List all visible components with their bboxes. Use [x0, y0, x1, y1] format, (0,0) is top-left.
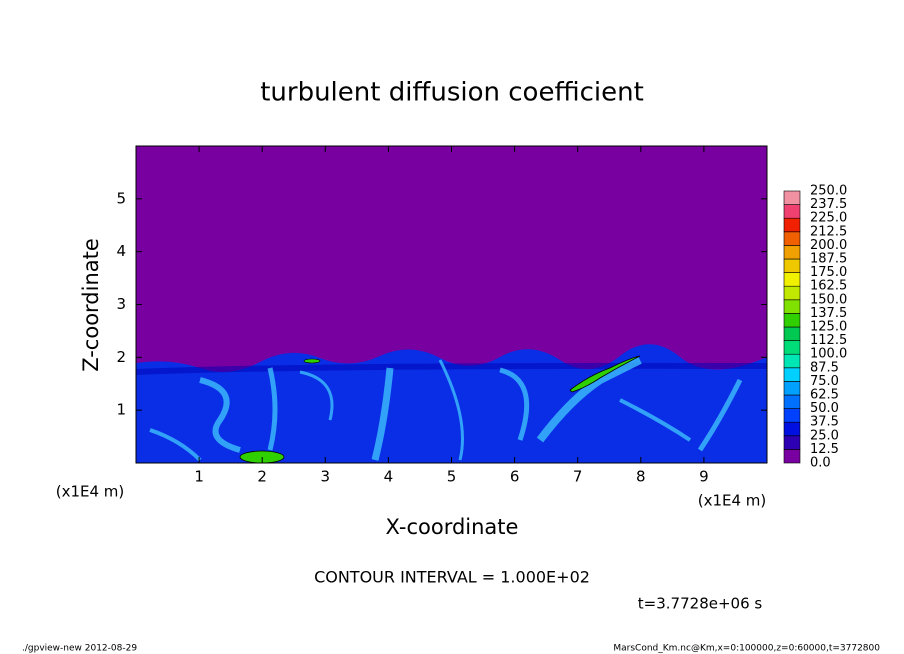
colorbar-label: 250.0: [810, 184, 847, 199]
colorbar-label: 50.0: [810, 401, 839, 416]
chart-title: turbulent diffusion coefficient: [260, 78, 644, 108]
contour-interval: CONTOUR INTERVAL = 1.000E+02: [314, 568, 590, 587]
colorbar-box: [783, 367, 801, 382]
colorbar-box: [783, 326, 801, 341]
colorbar-box: [783, 408, 801, 423]
colorbar-box: [783, 217, 801, 233]
x-tick-label: 6: [510, 468, 520, 486]
colorbar-box: [783, 299, 801, 314]
x-tick-label: 4: [384, 468, 394, 486]
colorbar-label: 87.5: [810, 360, 839, 375]
colorbar-label: 137.5: [810, 306, 847, 321]
colorbar-label: 212.5: [810, 224, 847, 239]
x-tick-label: 2: [257, 468, 267, 486]
colorbar-box: [783, 231, 801, 246]
x-tick-label: 5: [447, 468, 457, 486]
colorbar-box: [783, 340, 801, 355]
colorbar-box: [783, 245, 801, 260]
x-tick-label: 7: [573, 468, 583, 486]
colorbar-box: [783, 272, 801, 287]
colorbar-label: 112.5: [810, 333, 847, 348]
x-tick-label: 9: [699, 468, 709, 486]
y-axis-label: Z-coordinate: [79, 238, 103, 372]
time-label: t=3.7728e+06 s: [638, 595, 763, 613]
colorbar-box: [783, 190, 801, 205]
colorbar-label: 162.5: [810, 279, 847, 294]
colorbar-box: [783, 421, 801, 437]
colorbar-label: 100.0: [810, 347, 847, 362]
y-tick-label: 3: [116, 295, 126, 313]
colorbar-label: 237.5: [810, 197, 847, 212]
x-tick-label: 8: [636, 468, 646, 486]
contour-field: [136, 146, 767, 463]
footer: MarsCond_Km.nc@Km,x=0:100000,z=0:60000,t…: [613, 644, 880, 654]
colorbar-box: [783, 353, 801, 369]
colorbar-box: [783, 381, 801, 396]
colorbar-label: 200.0: [810, 238, 847, 253]
x-unit-label: (x1E4 m): [56, 483, 125, 501]
colorbar-label: 62.5: [810, 388, 839, 403]
colorbar-box: [783, 258, 801, 273]
colorbar-label: 0.0: [810, 456, 831, 471]
colorbar-label: 187.5: [810, 252, 847, 267]
colorbar-label: 150.0: [810, 292, 847, 307]
colorbar-label: 125.0: [810, 320, 847, 335]
y-tick-label: 2: [116, 348, 126, 366]
y-tick-label: 5: [116, 189, 126, 207]
footer: ./gpview-new 2012-08-29: [22, 644, 137, 654]
colorbar-box: [783, 204, 801, 219]
colorbar-label: 37.5: [810, 415, 839, 430]
y-tick-label: 4: [116, 242, 126, 260]
colorbar-label: 25.0: [810, 428, 839, 443]
x-axis-label: X-coordinate: [386, 515, 519, 539]
x-tick-label: 3: [321, 468, 331, 486]
colorbar-box: [783, 435, 801, 450]
colorbar-label: 75.0: [810, 374, 839, 389]
colorbar-label: 175.0: [810, 265, 847, 280]
colorbar-label: 12.5: [810, 442, 839, 457]
y-tick-label: 1: [116, 401, 126, 419]
colorbar-box: [783, 449, 801, 464]
colorbar-box: [783, 285, 801, 301]
x-unit-label: (x1E4 m): [698, 492, 767, 510]
x-tick-label: 1: [194, 468, 204, 486]
colorbar-box: [783, 394, 801, 409]
colorbar-box: [783, 313, 801, 328]
colorbar-label: 225.0: [810, 211, 847, 226]
